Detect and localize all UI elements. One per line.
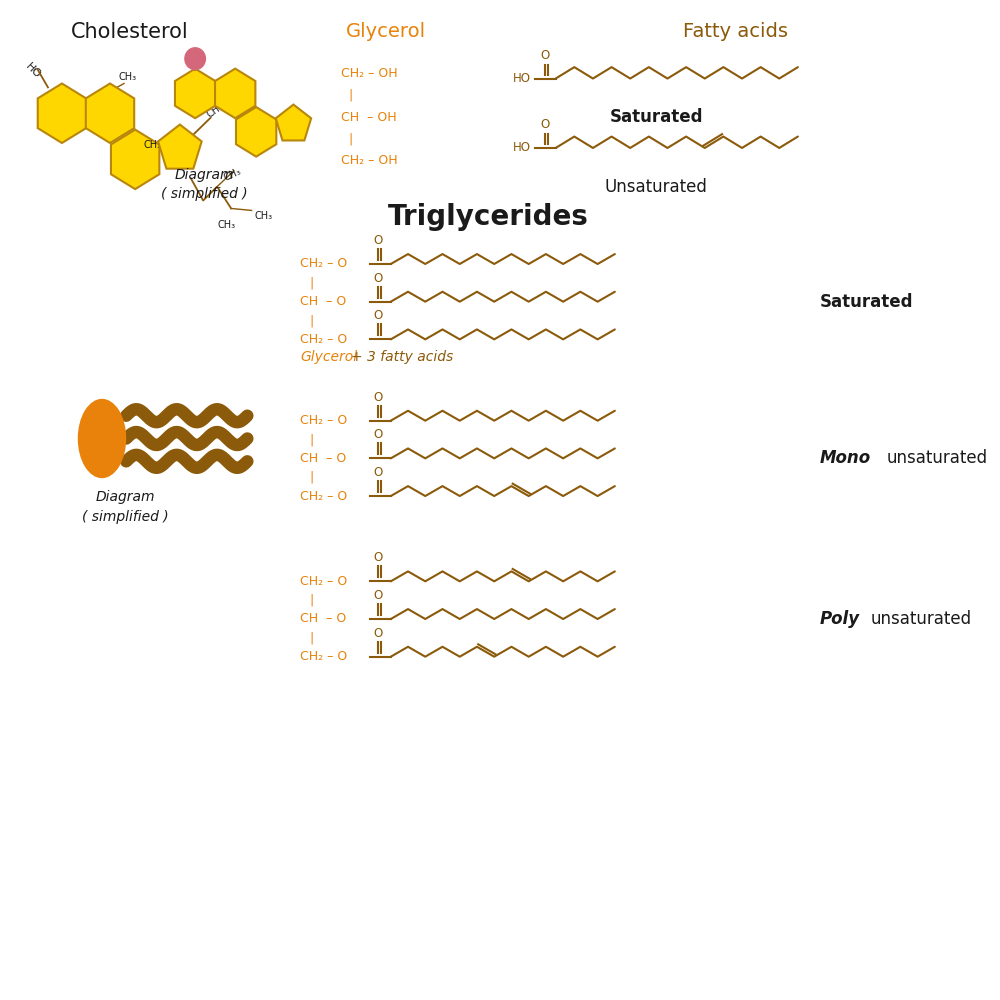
Text: CH₃: CH₃ xyxy=(217,220,236,230)
Text: O: O xyxy=(373,551,382,564)
Text: O: O xyxy=(541,118,550,131)
Polygon shape xyxy=(158,125,202,169)
Text: O: O xyxy=(373,391,382,404)
Text: O: O xyxy=(373,234,382,247)
Text: unsaturated: unsaturated xyxy=(886,449,988,467)
Text: |: | xyxy=(310,594,314,607)
Text: O: O xyxy=(373,309,382,322)
Text: O: O xyxy=(373,428,382,441)
Text: CH  – O: CH – O xyxy=(300,452,347,465)
Text: |: | xyxy=(349,133,353,146)
Text: |: | xyxy=(310,276,314,289)
Text: Glycerol: Glycerol xyxy=(346,22,426,41)
Polygon shape xyxy=(276,105,311,140)
Polygon shape xyxy=(215,69,255,118)
Text: Glycerol: Glycerol xyxy=(300,350,358,364)
Text: CH₂ – O: CH₂ – O xyxy=(300,490,348,503)
Circle shape xyxy=(185,48,205,70)
Text: |: | xyxy=(310,314,314,327)
Text: HO: HO xyxy=(23,61,42,81)
Text: HO: HO xyxy=(513,72,531,85)
Text: CH₃: CH₃ xyxy=(254,211,273,221)
Text: Saturated: Saturated xyxy=(819,293,913,311)
Text: CH₂ – O: CH₂ – O xyxy=(300,650,348,663)
Text: CH₂ – OH: CH₂ – OH xyxy=(341,67,398,80)
Text: CH₃: CH₃ xyxy=(222,166,242,183)
Text: + 3 fatty acids: + 3 fatty acids xyxy=(351,350,453,364)
Text: Diagram
( simplified ): Diagram ( simplified ) xyxy=(82,490,169,524)
Polygon shape xyxy=(86,83,134,143)
Text: Triglycerides: Triglycerides xyxy=(388,203,589,231)
Text: O: O xyxy=(373,589,382,602)
Text: O: O xyxy=(373,627,382,640)
Polygon shape xyxy=(111,130,159,189)
Text: HO: HO xyxy=(513,141,531,154)
Text: Unsaturated: Unsaturated xyxy=(605,178,708,196)
Text: Cholesterol: Cholesterol xyxy=(71,22,189,42)
Text: |: | xyxy=(349,89,353,102)
Polygon shape xyxy=(175,69,215,118)
Text: CH₂ – O: CH₂ – O xyxy=(300,414,348,427)
Text: CH₂ – OH: CH₂ – OH xyxy=(341,154,398,167)
Text: CH  – O: CH – O xyxy=(300,295,347,308)
Text: O: O xyxy=(373,466,382,479)
Text: |: | xyxy=(310,471,314,484)
Polygon shape xyxy=(236,107,276,157)
Text: |: | xyxy=(310,631,314,644)
Text: CH₃: CH₃ xyxy=(118,72,137,82)
Text: O: O xyxy=(373,272,382,285)
Text: |: | xyxy=(310,433,314,446)
Text: CH  – OH: CH – OH xyxy=(341,111,397,124)
Text: CH₂ – O: CH₂ – O xyxy=(300,257,348,270)
Ellipse shape xyxy=(78,399,126,478)
Text: CH  – O: CH – O xyxy=(300,612,347,626)
Text: Fatty acids: Fatty acids xyxy=(683,22,788,41)
Text: Poly: Poly xyxy=(819,610,859,628)
Text: CH₂ – O: CH₂ – O xyxy=(300,575,348,588)
Text: CH₃: CH₃ xyxy=(144,140,162,150)
Text: CH₃: CH₃ xyxy=(205,101,226,119)
Text: Diagram
( simplified ): Diagram ( simplified ) xyxy=(161,168,248,201)
Text: O: O xyxy=(541,49,550,62)
Polygon shape xyxy=(38,83,86,143)
Text: unsaturated: unsaturated xyxy=(871,610,972,628)
Text: Saturated: Saturated xyxy=(610,108,703,126)
Text: CH₂ – O: CH₂ – O xyxy=(300,333,348,346)
Text: Mono: Mono xyxy=(819,449,870,467)
